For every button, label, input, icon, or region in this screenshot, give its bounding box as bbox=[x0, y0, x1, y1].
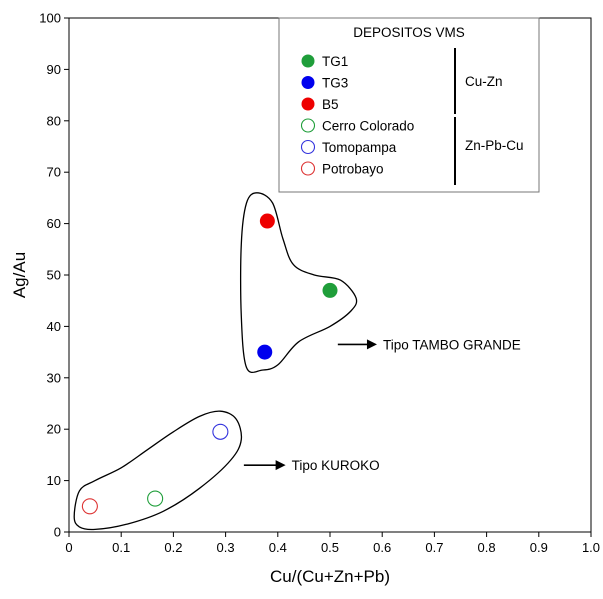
x-tick-label: 0.1 bbox=[112, 540, 130, 555]
annotation-arrow-head bbox=[366, 339, 377, 350]
legend-group-label: Zn-Pb-Cu bbox=[465, 138, 524, 153]
x-tick-label: 0.2 bbox=[164, 540, 182, 555]
x-tick-label: 0.9 bbox=[530, 540, 548, 555]
y-tick-label: 0 bbox=[54, 525, 61, 540]
enclosure-outline bbox=[73, 410, 243, 531]
annotation-arrow-head bbox=[275, 460, 286, 471]
x-tick-label: 0.4 bbox=[269, 540, 287, 555]
legend-marker bbox=[300, 118, 316, 133]
y-axis-title: Ag/Au bbox=[10, 252, 29, 298]
x-tick-label: 0.7 bbox=[425, 540, 443, 555]
legend-marker bbox=[301, 54, 315, 68]
y-axis: 0 10 20 30 40 50 60 70 80 90 100 bbox=[39, 11, 69, 540]
enclosure-outline bbox=[239, 192, 358, 374]
legend-title: DEPOSITOS VMS bbox=[353, 25, 465, 40]
legend-entry: B5 bbox=[322, 97, 339, 112]
y-tick-label: 100 bbox=[39, 11, 61, 26]
data-point bbox=[322, 282, 338, 298]
y-tick-label: 90 bbox=[47, 62, 61, 77]
x-tick-label: 0 bbox=[65, 540, 72, 555]
x-tick-label: 0.6 bbox=[373, 540, 391, 555]
x-axis: 0 0.1 0.2 0.3 0.4 0.5 0.6 0.7 0.8 0.9 1.0 bbox=[65, 532, 600, 555]
legend-box bbox=[278, 17, 540, 193]
data-point bbox=[81, 498, 98, 515]
legend-group-label: Cu-Zn bbox=[465, 74, 503, 89]
x-axis-title: Cu/(Cu+Zn+Pb) bbox=[270, 567, 390, 586]
legend-entry: Cerro Colorado bbox=[322, 119, 414, 134]
annotation-label: Tipo KUROKO bbox=[292, 458, 380, 473]
data-point bbox=[212, 423, 229, 440]
data-point bbox=[259, 213, 275, 229]
legend-marker bbox=[300, 139, 316, 155]
y-tick-label: 60 bbox=[47, 216, 61, 231]
legend-entry: TG3 bbox=[322, 76, 348, 91]
y-tick-label: 50 bbox=[47, 268, 61, 283]
annotation-label: Tipo TAMBO GRANDE bbox=[383, 337, 521, 352]
x-tick-label: 0.3 bbox=[217, 540, 235, 555]
x-tick-label: 0.5 bbox=[321, 540, 339, 555]
enclosures-layer bbox=[73, 192, 358, 531]
annotations-layer: Tipo TAMBO GRANDE Tipo KUROKO bbox=[243, 337, 521, 473]
legend-marker bbox=[301, 97, 315, 111]
legend-marker bbox=[300, 161, 316, 176]
legend-entry: Tomopampa bbox=[322, 140, 397, 155]
x-tick-label: 0.8 bbox=[478, 540, 496, 555]
y-tick-label: 20 bbox=[47, 422, 61, 437]
y-tick-label: 10 bbox=[47, 473, 61, 488]
legend-entry: TG1 bbox=[322, 54, 348, 69]
legend-marker bbox=[301, 76, 315, 89]
legend: DEPOSITOS VMS TG1 TG3 B5 Cerro Colorado Tomop… bbox=[278, 17, 540, 193]
data-points-layer bbox=[81, 213, 338, 515]
y-tick-label: 30 bbox=[47, 370, 61, 385]
y-tick-label: 70 bbox=[47, 165, 61, 180]
legend-entry: Potrobayo bbox=[322, 162, 384, 177]
data-point bbox=[147, 490, 164, 507]
y-tick-label: 40 bbox=[47, 319, 61, 334]
y-tick-label: 80 bbox=[47, 113, 61, 128]
data-point bbox=[257, 344, 273, 360]
x-tick-label: 1.0 bbox=[582, 540, 600, 555]
